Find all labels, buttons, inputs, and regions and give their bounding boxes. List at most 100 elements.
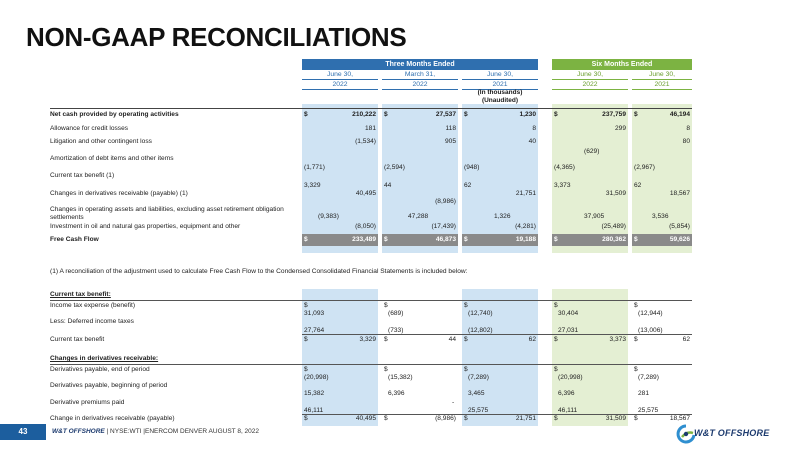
value-fcf-2: 46,873 [435,236,456,243]
value-investment-4: (25,489) [601,223,626,230]
column-bg-q2-2021 [462,104,538,253]
total-rule-derivatives [302,414,692,415]
footer-company: W&T OFFSHORE [52,428,105,435]
row-label-working-capital-2: settlements [50,214,84,221]
value-tax-benefit-2: 44 [384,182,392,189]
column-bg-lower-3 [462,289,538,426]
value-tax-total-4: 3,373 [609,336,626,343]
dollar-sign: $ [634,302,638,309]
row-label-fcf: Free Cash Flow [50,236,99,243]
col-year-1: 2022 [302,80,378,90]
dollar-sign: $ [304,415,308,422]
value-deriv-premiums-5: 25,575 [638,407,659,414]
fcf-bar-2 [382,234,458,246]
value-derivatives-1: 40,495 [355,190,376,197]
dollar-sign: $ [634,236,638,243]
value-tax-expense-1: 31,093 [304,310,325,317]
value-deriv-end-4: (20,998) [558,374,583,381]
dollar-sign: $ [634,111,638,118]
dollar-sign: $ [384,415,388,422]
value-tax-expense-3: (12,740) [468,310,493,317]
dollar-sign: $ [464,366,468,373]
value-working-capital-3: 1,326 [494,213,511,220]
column-bg-lower-1 [302,289,378,426]
value-deferred-tax-5: (13,006) [638,327,663,334]
value-derivatives-3: 21,751 [515,190,536,197]
dollar-sign: $ [464,302,468,309]
value-allowance-5: 8 [686,125,690,132]
value-allowance-2: 118 [445,125,456,132]
value-deriv-end-3: (7,289) [468,374,489,381]
dollar-sign: $ [554,236,558,243]
value-deferred-tax-2: (733) [388,327,404,334]
dollar-sign: $ [464,336,468,343]
value-deriv-begin-4: 6,396 [558,390,575,397]
row-label-net-cash: Net cash provided by operating activitie… [50,111,179,118]
value-litigation-2: 905 [444,138,456,145]
value-working-capital-4: 37,905 [584,213,605,220]
footer-ticker: NYSE:WTI [110,428,142,435]
value-derivatives-5: 18,567 [669,190,690,197]
col-date-3: June 30, [462,70,538,80]
value-allowance-3: 8 [532,125,536,132]
section-heading-derivatives: Changes in derivatives receivable: [50,355,159,362]
three-months-header: Three Months Ended [302,59,538,70]
value-deriv-total-2: (8,986) [435,415,456,422]
value-deriv-end-5: (7,289) [638,374,659,381]
six-months-header: Six Months Ended [552,59,692,70]
row-label-tax-benefit: Current tax benefit (1) [50,172,115,179]
row-label-deriv-end: Derivatives payable, end of period [50,366,150,373]
value-net-cash-1: 210,222 [352,111,376,118]
value-tax-benefit-3: 62 [464,182,472,189]
value-fcf-4: 280,362 [602,236,626,243]
col-year-2: 2022 [382,80,458,90]
value-tax-benefit-1: 3,329 [304,182,321,189]
company-logo [676,424,696,444]
dollar-sign: $ [554,336,558,343]
value-deferred-tax-1: 27,764 [304,327,325,334]
section-heading-tax: Current tax benefit: [50,291,111,298]
row-label-investment: Investment in oil and natural gas proper… [50,223,241,230]
value-tax-benefit-4: 3,373 [554,182,571,189]
dollar-sign: $ [384,366,388,373]
dollar-sign: $ [384,236,388,243]
dollar-sign: $ [554,302,558,309]
dollar-sign: $ [304,336,308,343]
row-label-derivatives: Changes in derivatives receivable (payab… [50,190,188,197]
col-date-4: June 30, [552,70,628,80]
value-amortization-extra: (629) [584,148,600,155]
value-deriv-begin-1: 15,382 [304,390,325,397]
value-derivatives-2: (8,986) [435,198,456,205]
value-working-capital-1: (9,383) [318,213,339,220]
dollar-sign: $ [304,302,308,309]
row-label-deriv-premiums: Derivative premiums paid [50,399,125,406]
dollar-sign: $ [304,111,308,118]
value-deriv-premiums-1: 46,111 [304,407,324,414]
dollar-sign: $ [554,366,558,373]
value-working-capital-2: 47,288 [408,213,429,220]
value-tax-expense-5: (12,944) [638,310,663,317]
value-tax-total-2: 44 [448,336,456,343]
col-date-1: June 30, [302,70,378,80]
value-deriv-total-5: 18,567 [669,415,690,422]
value-investment-5: (5,854) [669,223,690,230]
dollar-sign: $ [464,111,468,118]
value-tax-total-5: 62 [682,336,690,343]
dollar-sign: $ [304,236,308,243]
column-bg-6m-2021 [632,104,692,253]
column-bg-q1-2022 [382,104,458,253]
value-litigation-3: 40 [528,138,536,145]
value-deriv-begin-2: 6,396 [388,390,405,397]
footer-sep: | [143,428,145,435]
row-label-tax-total: Current tax benefit [50,336,105,343]
footer-event: ENERCOM DENVER AUGUST 8, 2022 [144,428,260,435]
value-litigation-5: 80 [682,138,690,145]
column-bg-q2-2022 [302,104,378,253]
row-label-allowance: Allowance for credit losses [50,125,129,132]
dollar-sign: $ [634,415,638,422]
value-derivatives-4: 31,509 [605,190,626,197]
logo-text: W&T OFFSHORE [694,428,770,438]
footer-text: W&T OFFSHORE | NYSE:WTI |ENERCOM DENVER … [52,428,259,435]
value-deriv-begin-5: 281 [638,390,650,397]
column-bg-6m-2022 [552,104,628,253]
